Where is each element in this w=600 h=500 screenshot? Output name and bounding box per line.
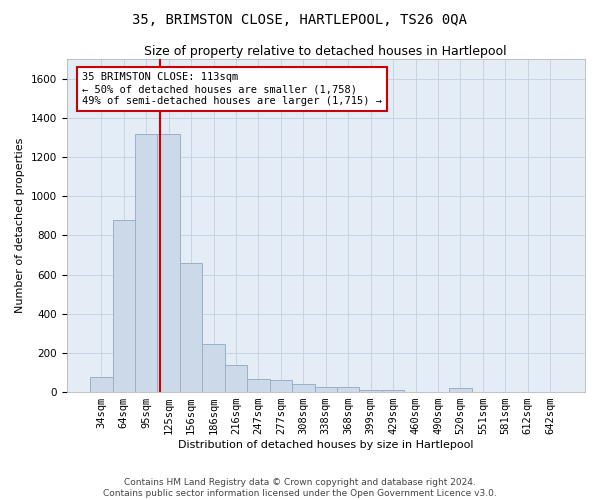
- Bar: [382, 390, 404, 392]
- Bar: [247, 380, 269, 392]
- Bar: [135, 134, 157, 392]
- Text: Contains HM Land Registry data © Crown copyright and database right 2024.
Contai: Contains HM Land Registry data © Crown c…: [103, 478, 497, 498]
- Text: 35 BRIMSTON CLOSE: 113sqm
← 50% of detached houses are smaller (1,758)
49% of se: 35 BRIMSTON CLOSE: 113sqm ← 50% of detac…: [82, 72, 382, 106]
- Bar: [269, 380, 292, 392]
- X-axis label: Distribution of detached houses by size in Hartlepool: Distribution of detached houses by size …: [178, 440, 473, 450]
- Bar: [292, 384, 314, 392]
- Bar: [90, 378, 113, 392]
- Y-axis label: Number of detached properties: Number of detached properties: [15, 138, 25, 314]
- Bar: [202, 344, 225, 392]
- Bar: [225, 364, 247, 392]
- Bar: [337, 387, 359, 392]
- Bar: [113, 220, 135, 392]
- Title: Size of property relative to detached houses in Hartlepool: Size of property relative to detached ho…: [145, 45, 507, 58]
- Bar: [157, 134, 180, 392]
- Bar: [314, 387, 337, 392]
- Bar: [449, 388, 472, 392]
- Text: 35, BRIMSTON CLOSE, HARTLEPOOL, TS26 0QA: 35, BRIMSTON CLOSE, HARTLEPOOL, TS26 0QA: [133, 12, 467, 26]
- Bar: [359, 390, 382, 392]
- Bar: [180, 263, 202, 392]
